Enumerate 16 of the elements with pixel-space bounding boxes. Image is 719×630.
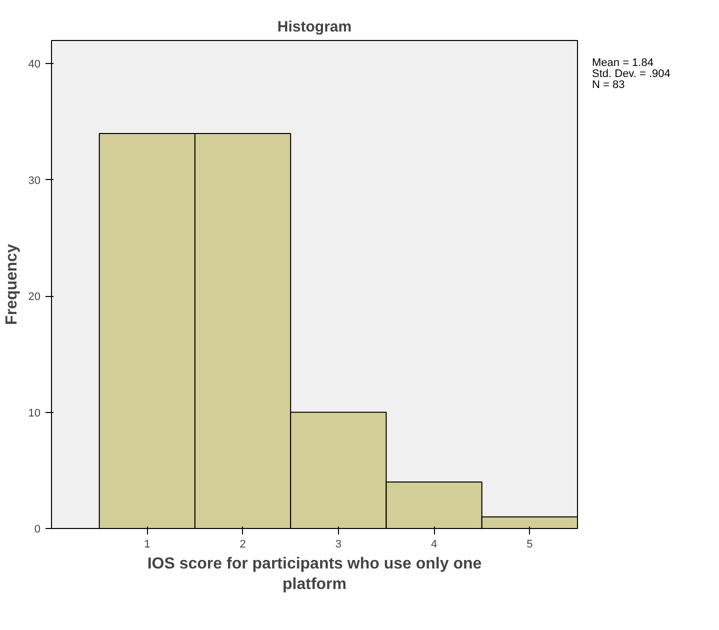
y-axis-title: Frequency	[3, 244, 20, 325]
x-tick-label: 2	[240, 538, 246, 550]
x-axis-title: IOS score for participants who use only one platform	[147, 556, 482, 593]
y-tick-label: 20	[28, 291, 41, 304]
x-tick-label: 1	[144, 538, 150, 550]
y-tick-label: 30	[28, 174, 41, 187]
text: Std. Dev. = .904	[592, 68, 670, 80]
chart-title: Histogram	[277, 18, 352, 36]
y-tick-label: 10	[28, 407, 41, 420]
x-tick-label: 4	[430, 538, 438, 550]
text: Mean = 1.84	[592, 57, 654, 69]
text: N = 83	[592, 79, 626, 91]
y-tick-label: 0	[34, 524, 41, 536]
x-tick-label: 3	[335, 538, 342, 550]
y-tick-label: 40	[28, 58, 41, 71]
x-tick-label: 5	[526, 538, 533, 550]
